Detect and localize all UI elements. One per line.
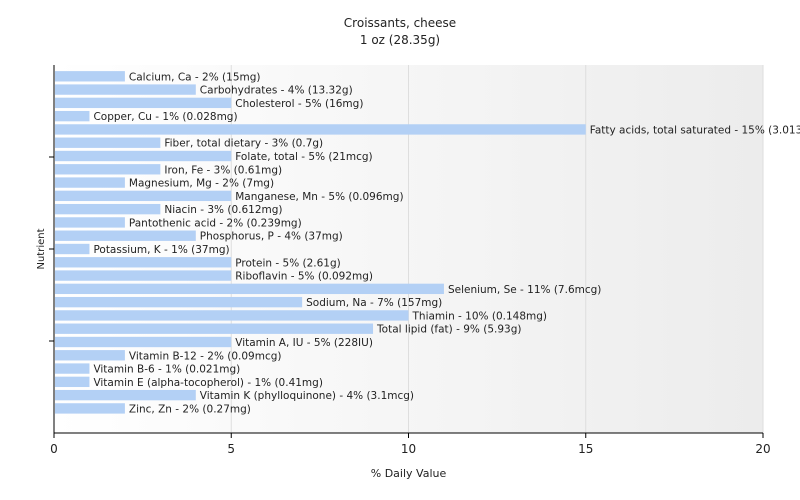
bar (55, 164, 161, 175)
bars (55, 71, 586, 414)
bar (55, 124, 586, 135)
bar-label: Carbohydrates - 4% (13.32g) (200, 85, 353, 97)
bar-label: Copper, Cu - 1% (0.028mg) (93, 111, 237, 123)
x-tick-label: 10 (401, 442, 416, 456)
x-axis-title: % Daily Value (371, 467, 447, 480)
bar-label: Potassium, K - 1% (37mg) (93, 244, 229, 256)
bar (55, 217, 125, 228)
x-tick-label: 0 (50, 442, 58, 456)
bar-label: Thiamin - 10% (0.148mg) (412, 310, 548, 322)
bar-label: Zinc, Zn - 2% (0.27mg) (129, 403, 251, 415)
bar-label: Fiber, total dietary - 3% (0.7g) (164, 138, 323, 150)
bar-label: Niacin - 3% (0.612mg) (164, 204, 282, 216)
bar-label: Riboflavin - 5% (0.092mg) (235, 271, 373, 283)
bar-label: Protein - 5% (2.61g) (235, 257, 341, 269)
x-tick-label: 20 (755, 442, 770, 456)
bar-label: Cholesterol - 5% (16mg) (235, 98, 363, 110)
bar-label: Sodium, Na - 7% (157mg) (306, 297, 442, 309)
bar (55, 403, 125, 414)
bar (55, 257, 232, 268)
bar-label: Vitamin K (phylloquinone) - 4% (3.1mcg) (200, 390, 414, 402)
bar (55, 243, 90, 255)
chart-title: Croissants, cheese (343, 16, 457, 30)
x-tick-label: 5 (227, 442, 235, 456)
bar-label: Vitamin B-12 - 2% (0.09mcg) (129, 350, 282, 362)
bar (55, 137, 161, 148)
bar (55, 296, 303, 308)
bar-label: Iron, Fe - 3% (0.61mg) (164, 164, 282, 176)
bar (55, 270, 232, 281)
bar (55, 336, 232, 348)
bar (55, 323, 374, 334)
bar (55, 97, 232, 109)
bar (55, 177, 125, 188)
axes: 0 5 10 15 20 (49, 65, 771, 456)
bar-label: Vitamin A, IU - 5% (228IU) (235, 337, 373, 349)
bar-label: Manganese, Mn - 5% (0.096mg) (235, 191, 403, 203)
bar-label: Total lipid (fat) - 9% (5.93g) (376, 324, 521, 336)
bar-label: Pantothenic acid - 2% (0.239mg) (129, 217, 302, 229)
bar-label: Folate, total - 5% (21mcg) (235, 151, 372, 163)
bar (55, 389, 196, 401)
bar (55, 376, 90, 388)
bar-labels: Calcium, Ca - 2% (15mg) Carbohydrates - 4… (93, 71, 800, 415)
bar-label: Calcium, Ca - 2% (15mg) (129, 71, 261, 83)
bar-label: Fatty acids, total saturated - 15% (3.01… (590, 124, 800, 136)
bar-label: Magnesium, Mg - 2% (7mg) (129, 178, 274, 190)
bar-label: Vitamin E (alpha-tocopherol) - 1% (0.41m… (93, 377, 323, 389)
bar (55, 203, 161, 215)
bar (55, 190, 232, 202)
x-tick-label: 15 (578, 442, 593, 456)
bar (55, 84, 196, 95)
bar (55, 283, 444, 295)
bar (55, 363, 90, 374)
bar (55, 230, 196, 241)
chart-subtitle: 1 oz (28.35g) (359, 33, 441, 47)
bar (55, 310, 409, 321)
y-axis-title: Nutrient (36, 228, 47, 269)
bar (55, 110, 90, 122)
bar (55, 150, 232, 162)
bar (55, 350, 125, 361)
bar (55, 71, 125, 82)
bar-label: Phosphorus, P - 4% (37mg) (200, 231, 343, 243)
bar-label: Vitamin B-6 - 1% (0.021mg) (93, 364, 240, 376)
bar-label: Selenium, Se - 11% (7.6mcg) (448, 284, 601, 296)
